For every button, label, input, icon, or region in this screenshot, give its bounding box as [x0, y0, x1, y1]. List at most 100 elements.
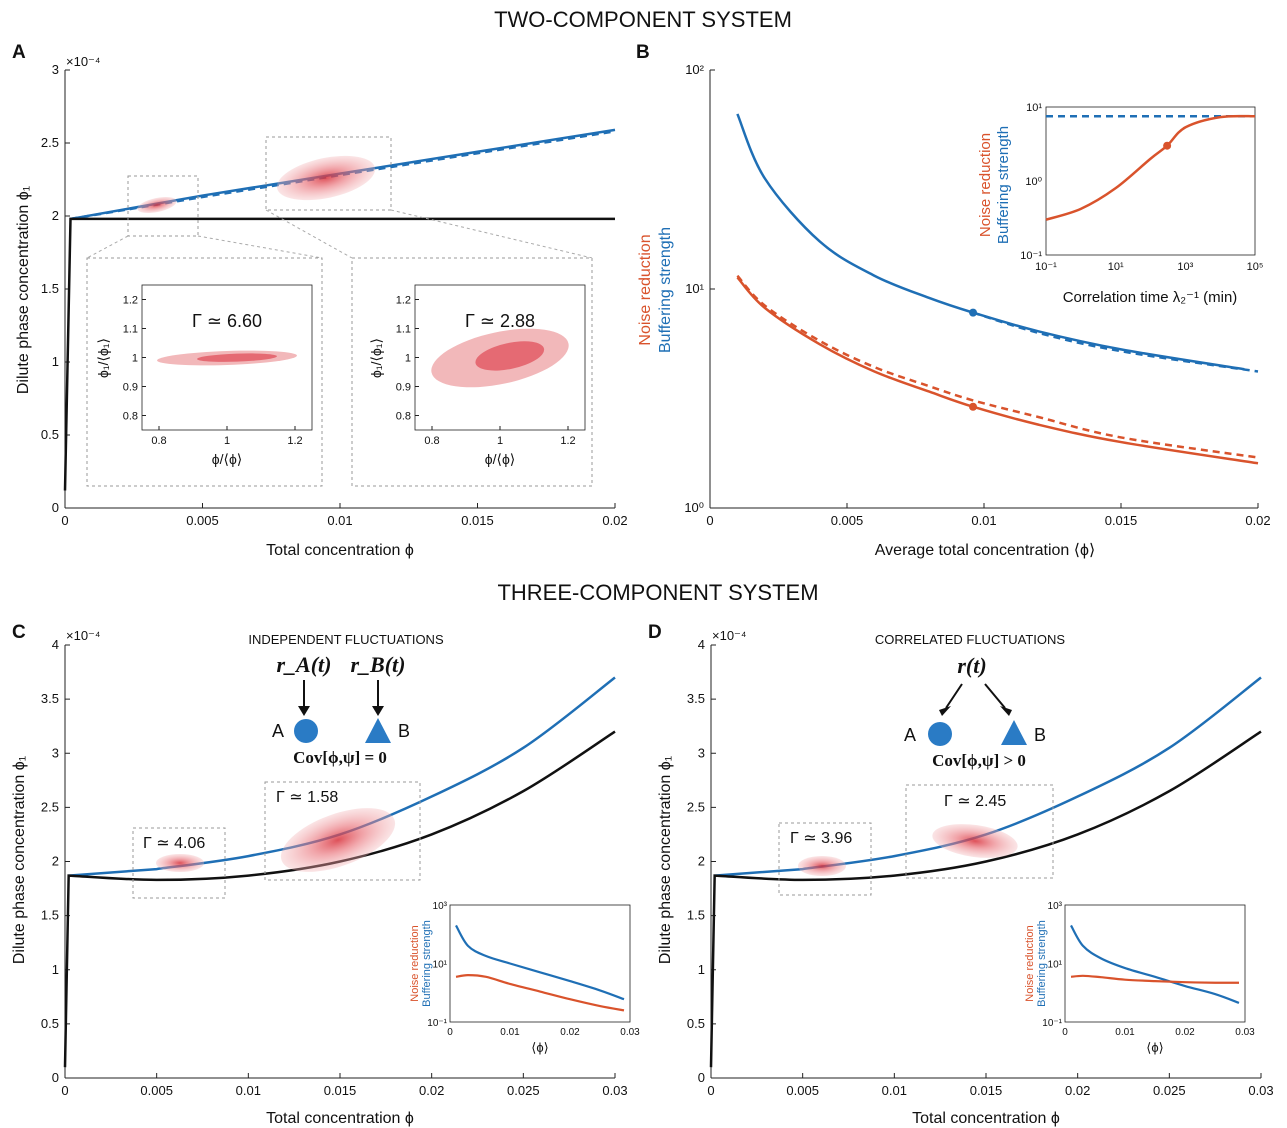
title-three-component: THREE-COMPONENT SYSTEM [497, 580, 818, 605]
inset-ytick-label: 0.8 [396, 411, 411, 423]
inset-noise-line-d [1070, 974, 1240, 984]
d-ytick-label: 2.5 [687, 799, 705, 814]
inset-xtick-label-b: 10¹ [1108, 261, 1124, 273]
arrowhead-b-c [372, 706, 384, 716]
d-xtick-label: 0.005 [786, 1083, 819, 1098]
b-xtick-label: 0 [706, 513, 713, 528]
b-ytick-label: 10⁰ [684, 500, 704, 515]
c-ytick-label: 3.5 [41, 691, 59, 706]
zoom-box-right-a [265, 136, 392, 211]
inset-ytick-label: 1 [132, 353, 138, 365]
a-ytick-label: 2 [52, 208, 59, 223]
panel-c: 0 0.005 0.01 0.015 0.02 0.025 0.03 0 0.5 1 1.5 2 2.5… [11, 628, 640, 1127]
panel-label-b: B [636, 42, 650, 63]
inset-noise-line-c [455, 974, 625, 1012]
series-line-b-0 [736, 113, 1245, 371]
inset-buffer-label-c: Buffering strength [421, 920, 433, 1007]
b-xtick-label: 0.015 [1105, 513, 1138, 528]
c-ytick-label: 1.5 [41, 908, 59, 923]
arrowhead-a-d [939, 706, 951, 716]
c-ytick-label: 0.5 [41, 1016, 59, 1031]
d-xtick-label: 0.03 [1248, 1083, 1273, 1098]
inset-ytick-label: 1 [405, 353, 411, 365]
c-xtick-label: 0.025 [507, 1083, 540, 1098]
zoom-box-left-d [778, 822, 872, 896]
ylabel-a: Dilute phase concentration ϕ₁ [15, 186, 32, 394]
triangle-b-icon-d [1001, 720, 1027, 745]
panel-label-a: A [12, 42, 26, 63]
panel-label-d: D [648, 622, 662, 643]
d-ytick-label: 4 [698, 637, 705, 652]
inset-xtick-label-d: 0 [1062, 1027, 1068, 1038]
c-ytick-label: 0 [52, 1070, 59, 1085]
series-line-d-1 [709, 730, 1262, 1068]
inset-ytick-label-b: 10⁻¹ [1020, 250, 1042, 262]
r-label-d: r(t) [957, 653, 986, 678]
inset-xtick-label-b: 10³ [1177, 261, 1193, 273]
b-xtick-label: 0.01 [971, 513, 996, 528]
exponent-a: ×10⁻⁴ [66, 54, 101, 69]
c-xtick-label: 0.02 [419, 1083, 444, 1098]
c-ytick-label: 2.5 [41, 799, 59, 814]
inset-cloud-inner [197, 353, 277, 362]
cov-c: Cov[ϕ,ψ] = 0 [293, 748, 387, 767]
cloud-right-a [276, 155, 376, 201]
exponent-c: ×10⁻⁴ [66, 628, 101, 643]
inset-noise-b: Noise reduction [977, 133, 994, 237]
inset-xtick-label-c: 0.01 [500, 1027, 520, 1038]
c-xtick-label: 0.005 [140, 1083, 173, 1098]
series-line-a-2 [63, 217, 615, 491]
panel-b: 0 0.005 0.01 0.015 0.02 10⁰ 10¹ 10² Average tot… [637, 62, 1271, 559]
b-ytick-label: 10¹ [685, 281, 704, 296]
gamma1-c: Γ ≃ 4.06 [143, 835, 205, 852]
a-ytick-label: 0.5 [41, 427, 59, 442]
inset-ytick-label: 1.1 [123, 324, 138, 336]
d-xtick-label: 0.02 [1065, 1083, 1090, 1098]
c-xtick-label: 0.015 [324, 1083, 357, 1098]
d-ytick-label: 0.5 [687, 1016, 705, 1031]
xlabel-d: Total concentration ϕ [912, 1110, 1060, 1127]
d-ytick-label: 3.5 [687, 691, 705, 706]
inset-noise-label-c: Noise reduction [409, 925, 421, 1001]
cloud-right-d [932, 824, 1018, 858]
inset-xlabel-c: ⟨ϕ⟩ [531, 1040, 548, 1055]
b-xtick-label: 0.02 [1245, 513, 1270, 528]
b-label-d: B [1034, 725, 1046, 745]
xlabel-b: Average total concentration ⟨ϕ⟩ [875, 542, 1095, 559]
b-ytick-label: 10² [685, 62, 704, 77]
xlabel-a: Total concentration ϕ [266, 542, 414, 559]
inset-ytick-label-c: 10⁻¹ [427, 1018, 447, 1029]
d-ytick-label: 1.5 [687, 908, 705, 923]
legend-noise-b: Noise reduction [637, 234, 654, 345]
ra-label: r_A(t) [277, 652, 332, 677]
b-xtick-label: 0.005 [831, 513, 864, 528]
c-ytick-label: 2 [52, 854, 59, 869]
c-xtick-label: 0.03 [602, 1083, 627, 1098]
inset-marker-b [1163, 141, 1172, 150]
d-ytick-label: 0 [698, 1070, 705, 1085]
arrowhead-a-c [298, 706, 310, 716]
inset-cloud-inner [475, 341, 545, 371]
a-ytick-label: 2.5 [41, 135, 59, 150]
marker-b-1 [969, 402, 978, 411]
zoom-connector-3 [265, 209, 353, 259]
a-xtick-label: 0.015 [461, 513, 494, 528]
series-line-b-3 [736, 274, 1259, 459]
inset-ytick-label: 0.8 [123, 411, 138, 423]
inset-buffer-b: Buffering strength [995, 126, 1012, 244]
cloud-left-d [798, 856, 846, 876]
zoom-box-right-c [264, 781, 421, 881]
gamma2-c: Γ ≃ 1.58 [276, 789, 338, 806]
heading-c: INDEPENDENT FLUCTUATIONS [248, 632, 444, 647]
inset-frame-c [449, 904, 631, 1023]
title-two-component: TWO-COMPONENT SYSTEM [494, 7, 792, 32]
d-xtick-label: 0.025 [1153, 1083, 1186, 1098]
inset-xtick-label-c: 0 [447, 1027, 453, 1038]
zoom-box-right-d [905, 784, 1054, 879]
inset-ytick-label: 1.2 [396, 295, 411, 307]
d-ytick-label: 1 [698, 962, 705, 977]
gamma1-d: Γ ≃ 3.96 [790, 830, 852, 847]
inset-xtick-label-b: 10⁻¹ [1035, 261, 1057, 273]
a-ytick-label: 3 [52, 62, 59, 77]
zoom-connector-4 [390, 209, 593, 259]
